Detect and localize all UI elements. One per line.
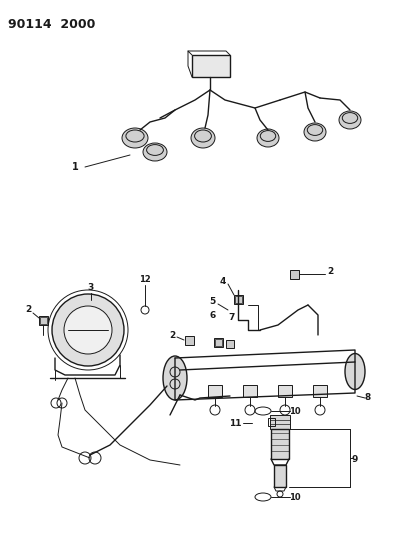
Bar <box>40 317 47 324</box>
Text: 7: 7 <box>228 313 234 322</box>
Ellipse shape <box>304 123 326 141</box>
Text: 4: 4 <box>220 278 226 287</box>
Bar <box>234 295 243 304</box>
Bar <box>290 270 299 279</box>
Bar <box>208 385 222 397</box>
Text: 2: 2 <box>25 305 31 314</box>
Text: 6: 6 <box>210 311 216 320</box>
Text: 1: 1 <box>72 162 78 172</box>
Bar <box>226 340 234 348</box>
Ellipse shape <box>339 111 361 129</box>
Bar <box>235 296 242 303</box>
Bar <box>268 418 275 426</box>
Ellipse shape <box>163 356 187 400</box>
Ellipse shape <box>143 143 167 161</box>
Bar <box>185 336 194 345</box>
Ellipse shape <box>52 294 124 366</box>
Bar <box>271 429 289 459</box>
Bar <box>243 385 257 397</box>
Ellipse shape <box>64 306 112 354</box>
Text: 2: 2 <box>169 330 175 340</box>
Text: 5: 5 <box>210 297 216 306</box>
Text: 11: 11 <box>229 418 241 427</box>
Bar <box>39 316 48 325</box>
Text: 12: 12 <box>139 276 151 285</box>
Text: 2: 2 <box>327 268 333 277</box>
Bar <box>270 415 290 429</box>
Ellipse shape <box>257 129 279 147</box>
Text: 10: 10 <box>289 492 301 502</box>
Text: 10: 10 <box>289 407 301 416</box>
Ellipse shape <box>191 128 215 148</box>
Text: 8: 8 <box>365 393 371 402</box>
Bar <box>215 339 222 346</box>
Bar <box>274 465 286 487</box>
Ellipse shape <box>122 128 148 148</box>
Text: 90114  2000: 90114 2000 <box>8 18 96 31</box>
Text: 9: 9 <box>352 456 358 464</box>
Bar <box>313 385 327 397</box>
Ellipse shape <box>345 353 365 390</box>
Bar <box>214 338 223 347</box>
Text: 3: 3 <box>88 284 94 293</box>
Bar <box>192 55 230 77</box>
Bar <box>278 385 292 397</box>
